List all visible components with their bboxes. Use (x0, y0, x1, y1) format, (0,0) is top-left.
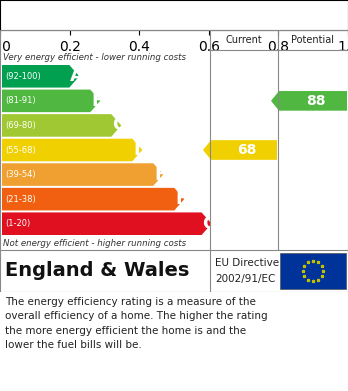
Polygon shape (2, 90, 100, 112)
Text: Potential: Potential (292, 35, 334, 45)
Bar (280, 253, 346, 289)
Text: F: F (175, 190, 188, 208)
Text: The energy efficiency rating is a measure of the
overall efficiency of a home. T: The energy efficiency rating is a measur… (5, 297, 268, 350)
Text: Very energy efficient - lower running costs: Very energy efficient - lower running co… (3, 52, 186, 61)
Text: EU Directive: EU Directive (215, 258, 279, 269)
Text: (21-38): (21-38) (5, 195, 36, 204)
Polygon shape (271, 91, 347, 111)
Polygon shape (2, 65, 79, 88)
Text: B: B (91, 92, 105, 110)
Polygon shape (2, 139, 142, 161)
Text: Not energy efficient - higher running costs: Not energy efficient - higher running co… (3, 239, 186, 248)
Text: C: C (112, 117, 126, 135)
Text: A: A (70, 67, 84, 85)
Text: (69-80): (69-80) (5, 121, 36, 130)
Text: (81-91): (81-91) (5, 96, 35, 105)
Text: E: E (154, 165, 167, 183)
Text: D: D (133, 141, 148, 159)
Text: G: G (203, 215, 218, 233)
Text: (39-54): (39-54) (5, 170, 35, 179)
Text: England & Wales: England & Wales (5, 262, 189, 280)
Text: 2002/91/EC: 2002/91/EC (215, 274, 275, 283)
Text: Energy Efficiency Rating: Energy Efficiency Rating (69, 7, 279, 23)
Text: (55-68): (55-68) (5, 145, 36, 154)
Polygon shape (2, 163, 163, 186)
Text: Current: Current (226, 35, 262, 45)
Polygon shape (2, 212, 212, 235)
Text: 88: 88 (306, 94, 326, 108)
Text: (1-20): (1-20) (5, 219, 30, 228)
Text: (92-100): (92-100) (5, 72, 41, 81)
Polygon shape (2, 188, 184, 210)
Polygon shape (2, 114, 121, 137)
Text: 68: 68 (237, 143, 257, 157)
Polygon shape (203, 140, 277, 160)
